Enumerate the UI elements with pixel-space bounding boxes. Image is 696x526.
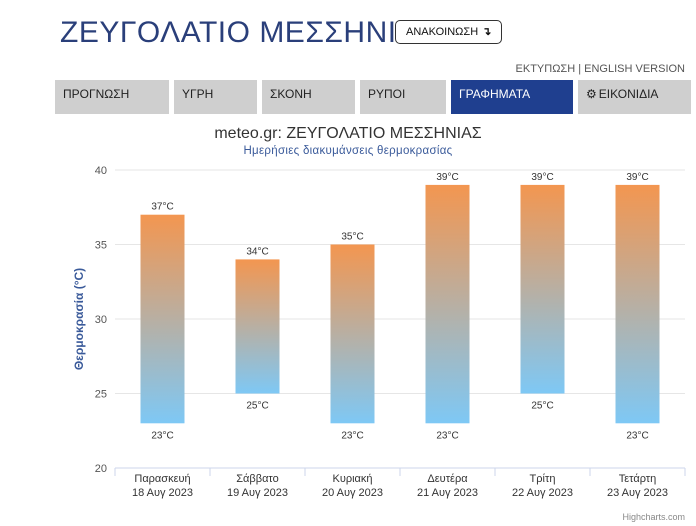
y-tick-label: 20: [95, 463, 107, 475]
tab-label: ΣΚΟΝΗ: [270, 87, 312, 101]
tab-humidity[interactable]: ΥΓΡΗ: [174, 80, 257, 114]
x-tick-label-day: Τρίτη: [530, 473, 556, 485]
y-tick-label: 30: [95, 314, 107, 326]
tab-label: ΠΡΟΓΝΩΣΗ: [63, 87, 130, 101]
temperature-range-bar: [140, 214, 185, 424]
tab-label: ΕΙΚΟΝΙΔΙΑ: [598, 87, 659, 101]
x-tick-label-date: 21 Αυγ 2023: [417, 487, 478, 499]
x-tick-label-date: 20 Αυγ 2023: [322, 487, 383, 499]
x-tick-label-date: 23 Αυγ 2023: [607, 487, 668, 499]
tab-forecast[interactable]: ΠΡΟΓΝΩΣΗ: [55, 80, 169, 114]
x-tick-label-day: Δευτέρα: [427, 473, 468, 485]
high-value-label: 39°C: [626, 172, 648, 183]
low-value-label: 23°C: [151, 430, 173, 441]
x-tick-label-day: Παρασκευή: [134, 473, 190, 485]
chart-credits[interactable]: Highcharts.com: [622, 512, 685, 522]
chart-subtitle: Ημερήσιες διακυμάνσεις θερμοκρασίας: [243, 145, 453, 157]
tab-dust[interactable]: ΣΚΟΝΗ: [262, 80, 355, 114]
y-tick-label: 40: [95, 165, 107, 177]
temperature-range-bar: [520, 184, 565, 394]
high-value-label: 39°C: [531, 172, 553, 183]
chart-title: meteo.gr: ΖΕΥΓΟΛΑΤΙΟ ΜΕΣΣΗΝΙΑΣ: [214, 125, 482, 142]
tab-label: ΓΡΑΦΗΜΑΤΑ: [459, 87, 531, 101]
top-links: ΕΚΤΥΠΩΣΗ | ENGLISH VERSION: [516, 63, 685, 75]
tab-charts[interactable]: ΓΡΑΦΗΜΑΤΑ: [451, 80, 573, 114]
low-value-label: 25°C: [531, 401, 553, 412]
english-version-link[interactable]: ENGLISH VERSION: [584, 63, 685, 75]
low-value-label: 23°C: [436, 430, 458, 441]
y-tick-label: 25: [95, 389, 107, 401]
gear-icon: ⚙: [586, 87, 597, 101]
temperature-range-bar: [425, 184, 470, 424]
tab-label: ΥΓΡΗ: [182, 87, 214, 101]
low-value-label: 23°C: [341, 430, 363, 441]
y-axis-title: Θερμοκρασία (°C): [72, 268, 86, 370]
arrow-return-icon: ↴: [482, 26, 492, 38]
main-nav: ΠΡΟΓΝΩΣΗ ΥΓΡΗ ΣΚΟΝΗ ΡΥΠΟΙ ΓΡΑΦΗΜΑΤΑ ⚙ ΕΙΚ…: [55, 80, 691, 114]
y-tick-label: 35: [95, 240, 107, 252]
temperature-chart: meteo.gr: ΖΕΥΓΟΛΑΤΙΟ ΜΕΣΣΗΝΙΑΣ Ημερήσιες…: [0, 118, 696, 526]
high-value-label: 34°C: [246, 246, 268, 257]
x-tick-label-date: 19 Αυγ 2023: [227, 487, 288, 499]
chart-plot: 20 25 30 35 40 Θερμοκρασία (°C) Παρασκευή 18 Αυ…: [72, 165, 686, 499]
print-link[interactable]: ΕΚΤΥΠΩΣΗ: [515, 63, 576, 75]
temperature-range-bar: [235, 259, 280, 394]
announcement-button[interactable]: ΑΝΑΚΟΙΝΩΣΗ ↴: [395, 20, 503, 44]
tab-icons[interactable]: ⚙ ΕΙΚΟΝΙΔΙΑ: [578, 80, 691, 114]
temperature-range-bar: [330, 244, 375, 424]
x-tick-label-day: Κυριακή: [332, 473, 372, 485]
low-value-label: 25°C: [246, 401, 268, 412]
temperature-range-bar: [615, 184, 660, 424]
announcement-label: ΑΝΑΚΟΙΝΩΣΗ: [406, 26, 479, 38]
high-value-label: 39°C: [436, 172, 458, 183]
high-value-label: 37°C: [151, 202, 173, 213]
high-value-label: 35°C: [341, 232, 363, 243]
x-tick-label-day: Σάββατο: [236, 473, 278, 485]
low-value-label: 23°C: [626, 430, 648, 441]
tab-label: ΡΥΠΟΙ: [368, 87, 406, 101]
tab-pollutants[interactable]: ΡΥΠΟΙ: [360, 80, 446, 114]
x-tick-label-day: Τετάρτη: [619, 473, 657, 485]
station-title: ΖΕΥΓΟΛΑΤΙΟ ΜΕΣΣΗΝΙΑΣ: [60, 16, 437, 49]
x-tick-label-date: 22 Αυγ 2023: [512, 487, 573, 499]
link-separator: |: [578, 63, 582, 75]
x-tick-label-date: 18 Αυγ 2023: [132, 487, 193, 499]
